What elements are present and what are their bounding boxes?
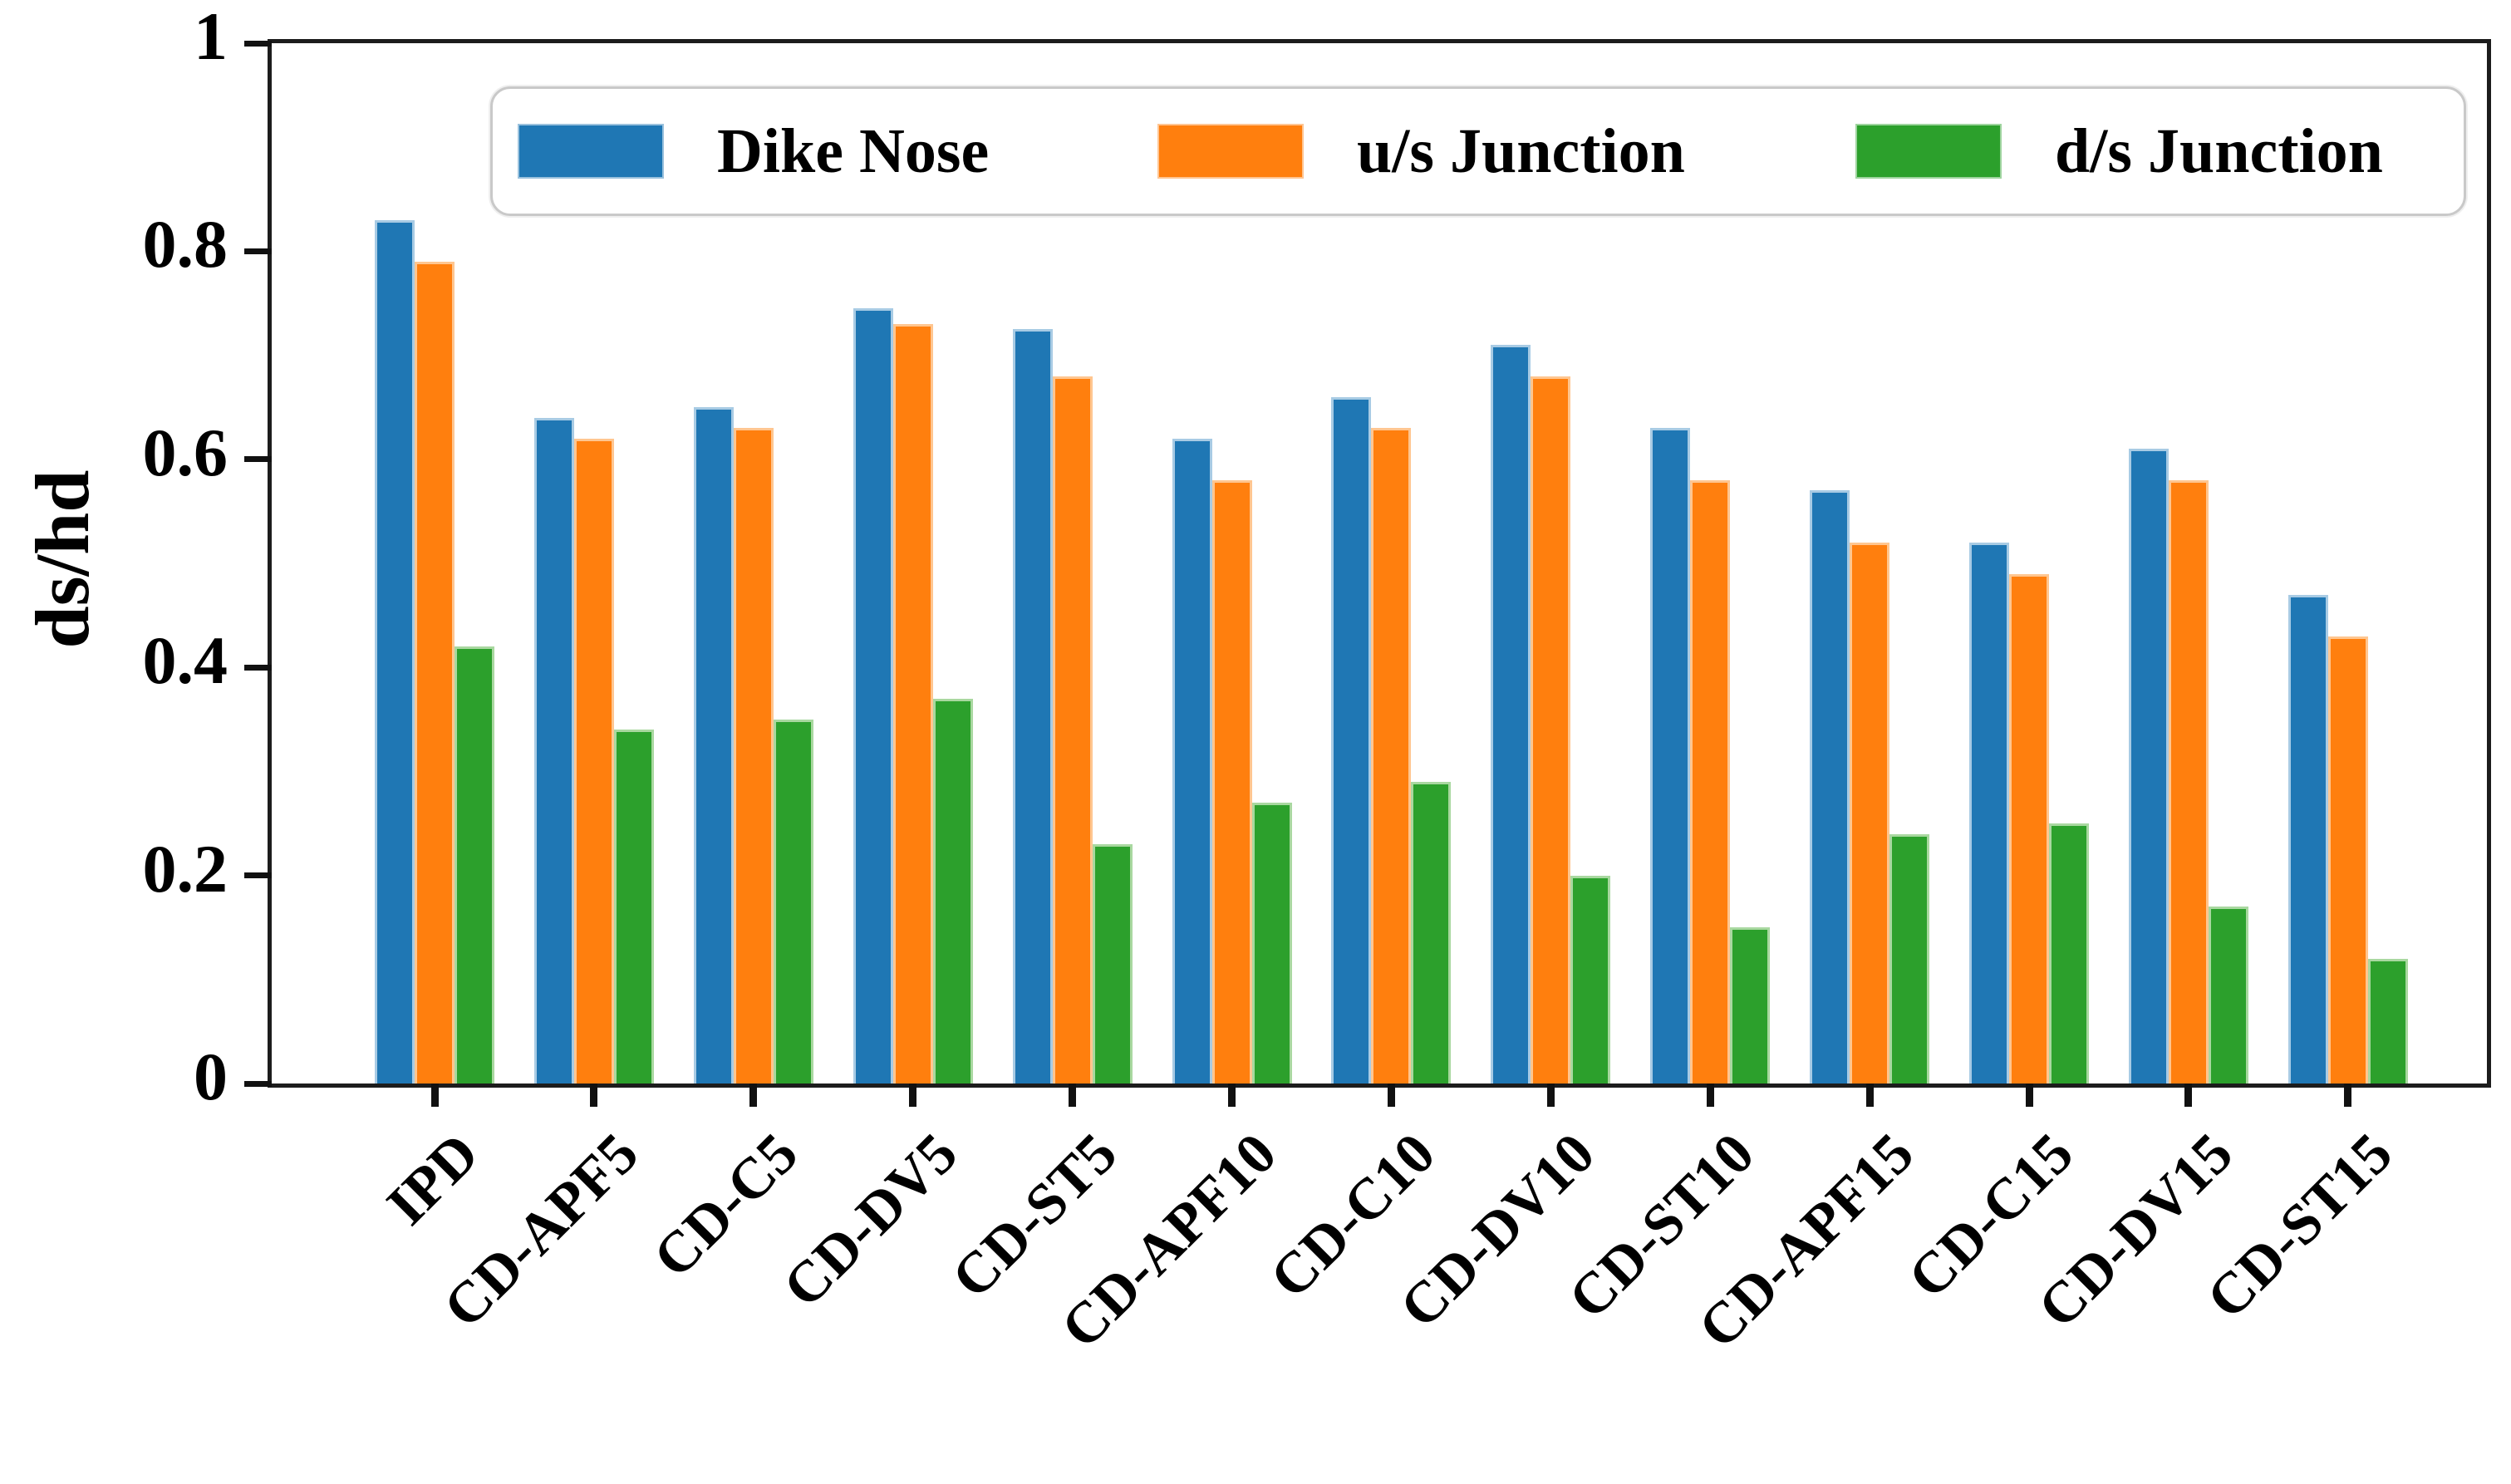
bar-dike-nose-cd-st15 bbox=[2287, 594, 2328, 1084]
bar-d-s-junction-cd-c5 bbox=[773, 719, 813, 1084]
bar-dike-nose-cd-st5 bbox=[1012, 329, 1053, 1084]
bar-dike-nose-cd-dv5 bbox=[853, 308, 893, 1084]
y-axis-title: ds/hd bbox=[20, 469, 105, 649]
y-tick-mark bbox=[244, 664, 272, 671]
legend-label-d-s-junction: d/s Junction bbox=[2055, 116, 2383, 186]
bar-u-s-junction-cd-c10 bbox=[1371, 428, 1412, 1084]
legend-label-u-s-junction: u/s Junction bbox=[1357, 116, 1685, 186]
legend-label-dike-nose: Dike Nose bbox=[717, 116, 990, 186]
x-tick-mark bbox=[1706, 1084, 1714, 1107]
bar-dike-nose-cd-dv10 bbox=[1491, 345, 1531, 1084]
bar-d-s-junction-cd-dv15 bbox=[2208, 907, 2248, 1084]
bar-dike-nose-cd-st10 bbox=[1650, 428, 1691, 1084]
bar-u-s-junction-cd-apf10 bbox=[1211, 479, 1252, 1084]
bar-dike-nose-cd-apf15 bbox=[1810, 490, 1850, 1084]
bar-d-s-junction-cd-st5 bbox=[1092, 844, 1133, 1084]
x-tick-mark bbox=[430, 1084, 439, 1107]
bar-u-s-junction-cd-st15 bbox=[2327, 636, 2368, 1084]
bar-u-s-junction-cd-dv10 bbox=[1531, 376, 1571, 1084]
x-tick-mark bbox=[1387, 1084, 1395, 1107]
bar-u-s-junction-cd-c15 bbox=[2009, 573, 2049, 1084]
x-tick-mark bbox=[1069, 1084, 1077, 1107]
bar-dike-nose-ipd bbox=[375, 219, 415, 1084]
bar-d-s-junction-cd-c10 bbox=[1411, 781, 1452, 1084]
bar-dike-nose-cd-c10 bbox=[1331, 396, 1372, 1084]
bar-u-s-junction-cd-dv15 bbox=[2168, 479, 2209, 1084]
y-tick-mark bbox=[244, 248, 272, 254]
bar-d-s-junction-cd-apf15 bbox=[1889, 833, 1930, 1084]
bar-d-s-junction-cd-st15 bbox=[2367, 958, 2408, 1084]
bar-d-s-junction-cd-apf10 bbox=[1251, 802, 1292, 1084]
y-tick-mark bbox=[244, 1080, 272, 1087]
y-tick-label: 0.4 bbox=[142, 622, 228, 699]
y-tick-label: 0.8 bbox=[142, 206, 228, 283]
legend: Dike Nose u/s Junction d/s Junction bbox=[490, 86, 2466, 216]
y-tick-label: 0.2 bbox=[142, 830, 228, 907]
bar-dike-nose-cd-apf5 bbox=[533, 417, 574, 1084]
bar-d-s-junction-cd-dv5 bbox=[932, 698, 973, 1084]
legend-swatch-u-s-junction bbox=[1157, 124, 1304, 179]
y-tick-mark bbox=[244, 40, 272, 47]
bar-dike-nose-cd-c5 bbox=[693, 407, 734, 1084]
bar-dike-nose-cd-c15 bbox=[1969, 542, 2009, 1084]
bar-dike-nose-cd-dv15 bbox=[2128, 449, 2169, 1084]
x-tick-mark bbox=[1228, 1084, 1236, 1107]
x-tick-mark bbox=[2184, 1084, 2193, 1107]
bar-u-s-junction-ipd bbox=[415, 261, 455, 1084]
bar-u-s-junction-cd-apf5 bbox=[573, 438, 614, 1084]
bar-d-s-junction-ipd bbox=[455, 646, 494, 1084]
bar-d-s-junction-cd-dv10 bbox=[1570, 875, 1611, 1084]
bar-d-s-junction-cd-c15 bbox=[2049, 823, 2089, 1084]
bar-u-s-junction-cd-st5 bbox=[1052, 376, 1093, 1084]
x-tick-mark bbox=[1546, 1084, 1555, 1107]
x-tick-mark bbox=[590, 1084, 598, 1107]
legend-swatch-d-s-junction bbox=[1855, 124, 2002, 179]
bar-dike-nose-cd-apf10 bbox=[1172, 438, 1212, 1084]
bar-d-s-junction-cd-st10 bbox=[1730, 927, 1771, 1084]
y-tick-label: 1 bbox=[194, 0, 228, 74]
x-tick-mark bbox=[1865, 1084, 1874, 1107]
y-tick-mark bbox=[244, 456, 272, 463]
bar-u-s-junction-cd-dv5 bbox=[892, 324, 933, 1084]
bar-u-s-junction-cd-st10 bbox=[1690, 479, 1731, 1084]
y-tick-label: 0.6 bbox=[142, 414, 228, 490]
x-tick-mark bbox=[2344, 1084, 2352, 1107]
x-tick-mark bbox=[749, 1084, 758, 1107]
legend-swatch-dike-nose bbox=[518, 124, 664, 179]
bar-u-s-junction-cd-apf15 bbox=[1850, 542, 1890, 1084]
x-tick-mark bbox=[2025, 1084, 2033, 1107]
bar-u-s-junction-cd-c5 bbox=[733, 428, 774, 1084]
x-tick-mark bbox=[909, 1084, 917, 1107]
y-tick-label: 0 bbox=[194, 1039, 228, 1114]
y-tick-mark bbox=[244, 872, 272, 879]
bar-d-s-junction-cd-apf5 bbox=[613, 730, 654, 1084]
